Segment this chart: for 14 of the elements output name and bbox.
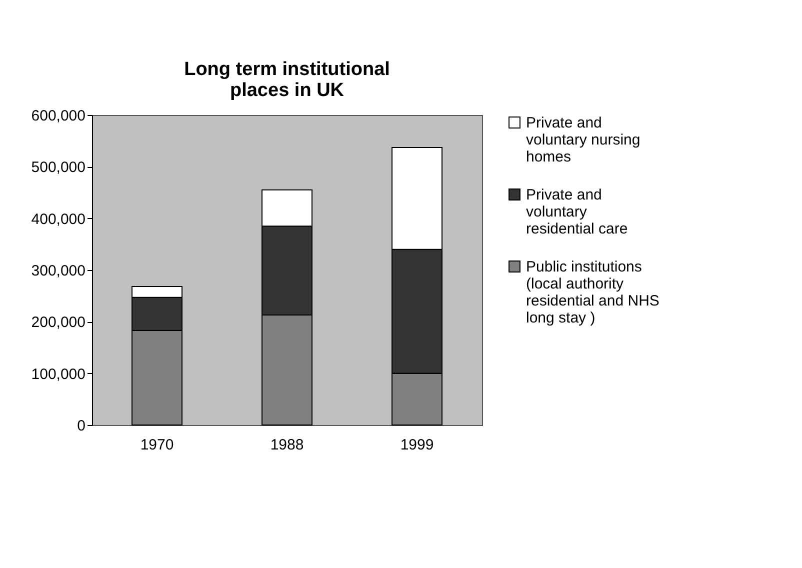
- y-tick-label: 400,000: [31, 210, 86, 228]
- x-tick-label: 1970: [140, 436, 174, 454]
- legend-label: Private and voluntary nursing homes: [526, 114, 640, 166]
- y-tick-label: 500,000: [31, 159, 86, 176]
- legend-label: Public institutions (local authority residential and NHS long stay ): [526, 258, 660, 326]
- y-tick-label: 100,000: [31, 366, 86, 383]
- x-tick-label: 1999: [400, 436, 434, 454]
- legend-label: Private and voluntary residential care: [526, 186, 628, 238]
- y-tick-label: 600,000: [31, 108, 86, 124]
- y-tick-label: 300,000: [31, 262, 86, 280]
- x-tick-label: 1988: [270, 436, 304, 454]
- y-tick-label: 200,000: [31, 314, 86, 332]
- chart-title: Long term institutional places in UK: [184, 59, 390, 101]
- y-tick-label: 0: [77, 418, 86, 434]
